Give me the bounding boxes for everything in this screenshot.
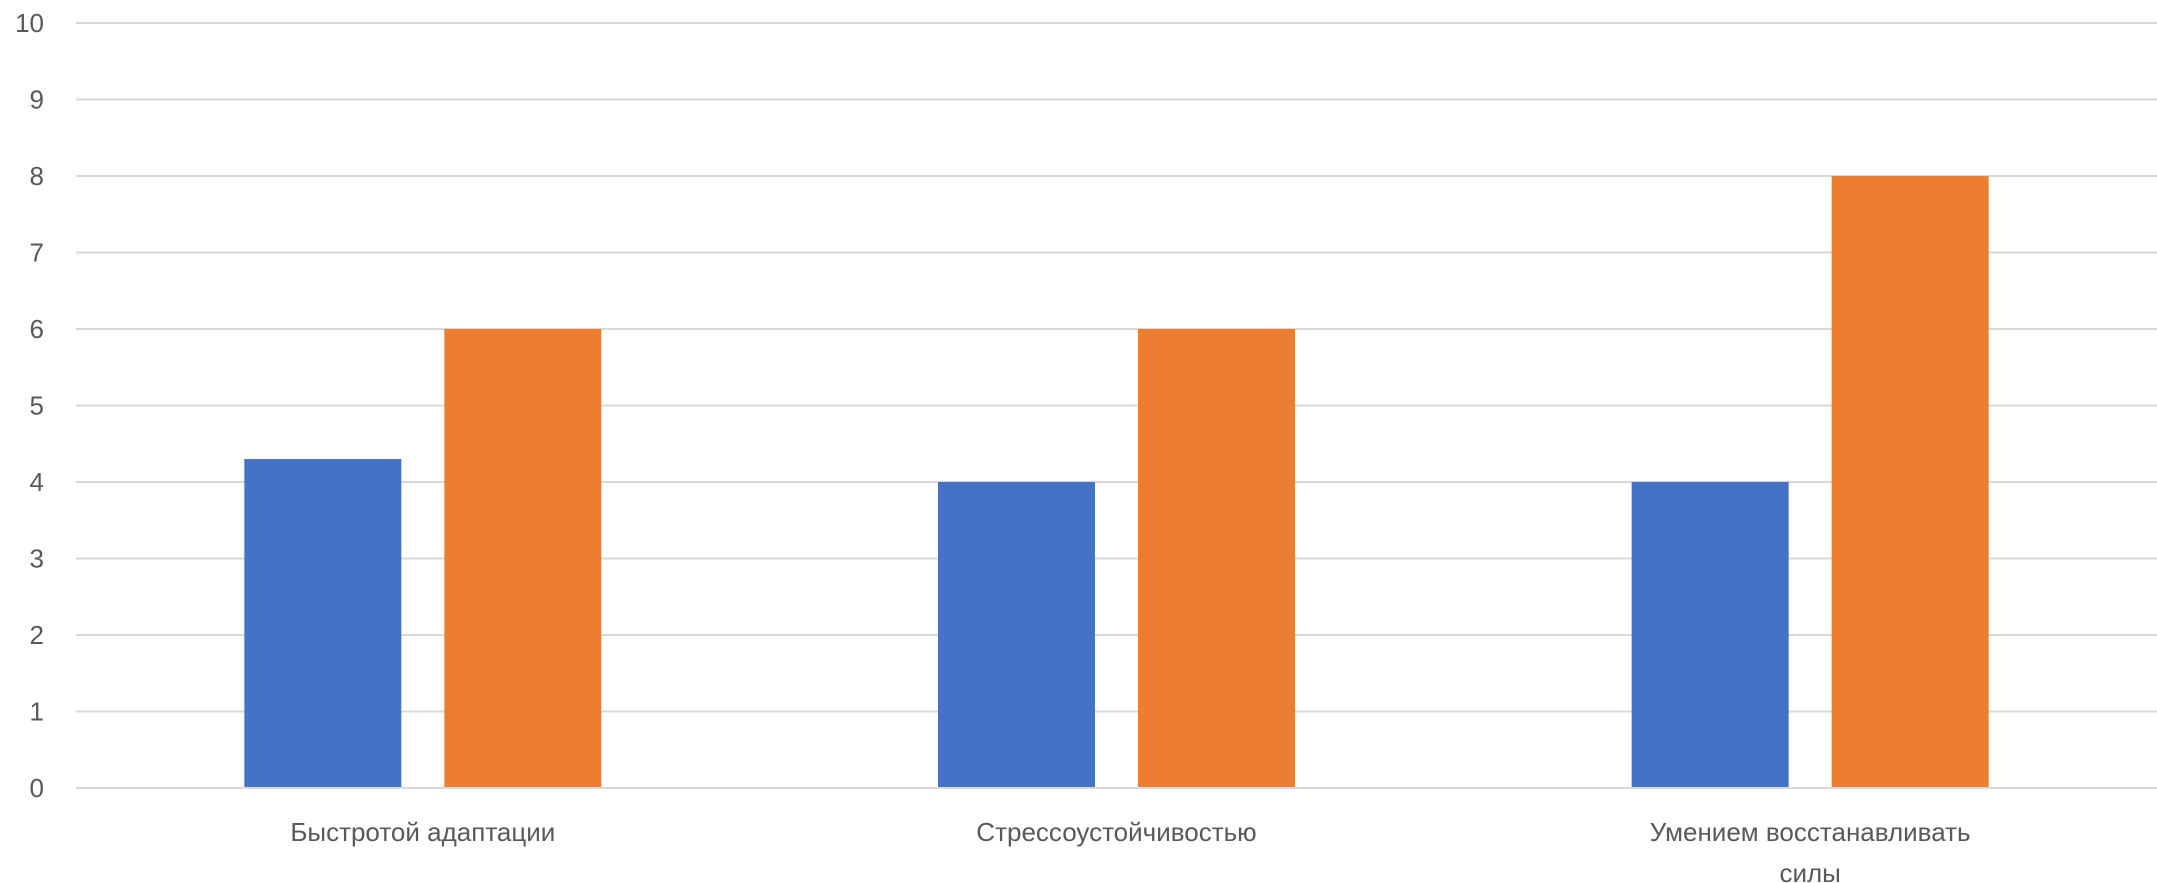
bar-series1-cat1: [244, 459, 402, 788]
y-axis-tick-labels: 0 1 2 3 4 5 6 7 8 9 10: [15, 8, 44, 803]
y-tick-label: 2: [30, 620, 44, 650]
y-tick-label: 0: [30, 773, 44, 803]
x-category-label: Стрессоустойчивостью: [976, 817, 1256, 847]
bar-series1-cat3: [1631, 482, 1789, 788]
y-tick-label: 1: [30, 697, 44, 727]
bar-series1-cat2: [938, 482, 1095, 788]
gridlines: [76, 22, 2157, 713]
x-axis-category-labels: Быстротой адаптации Стрессоустойчивостью У…: [290, 817, 1970, 883]
x-category-label: Быстротой адаптации: [290, 817, 555, 847]
y-tick-label: 4: [30, 467, 44, 497]
bars: [244, 176, 1989, 788]
bar-series2-cat1: [444, 329, 602, 788]
y-tick-label: 6: [30, 314, 44, 344]
y-tick-label: 7: [30, 238, 44, 268]
y-tick-label: 5: [30, 391, 44, 421]
bar-series2-cat2: [1138, 329, 1295, 788]
y-tick-label: 9: [30, 85, 44, 115]
bar-series2-cat3: [1831, 176, 1989, 788]
y-tick-label: 3: [30, 544, 44, 574]
y-tick-label: 8: [30, 161, 44, 191]
x-category-label: Умением восстанавливать силы: [1650, 817, 1971, 883]
y-tick-label: 10: [15, 8, 44, 38]
